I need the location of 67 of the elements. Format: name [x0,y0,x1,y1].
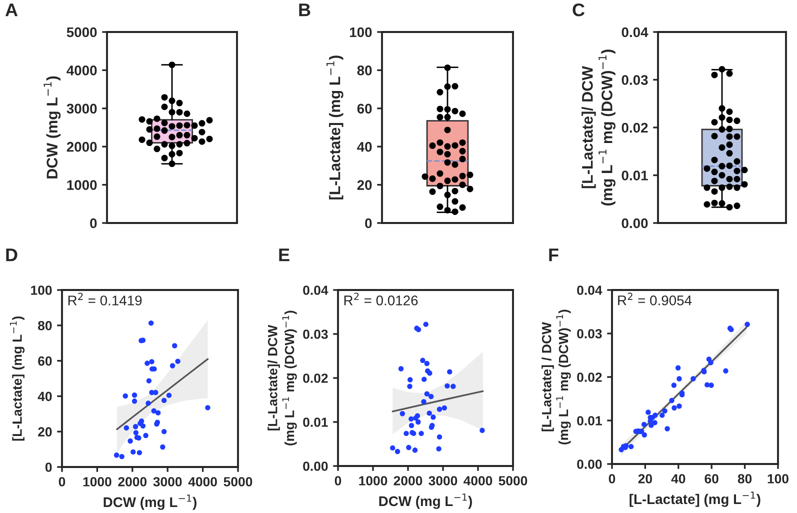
y-axis-title: DCW (mg L$^{−1}$) [44,76,61,178]
y-axis-title: [L-Lactate] (mg L$^{−1}$) [10,316,25,441]
x-tick-label: 60 [704,474,718,484]
y-tick-label: 0.04 [303,286,328,295]
y-tick-label: 80 [357,66,372,76]
x-tick-label: 0 [58,477,66,486]
y-tick-label: 60 [38,356,52,366]
x-tick-label: 0 [334,476,342,486]
x-tick-label: 5000 [498,476,528,486]
annotation: R$^{2}$ = 0.1419 [68,292,142,306]
y-tick-label: 40 [357,142,372,152]
y-tick-label: 0.02 [622,122,648,133]
chart-title: F [549,248,558,262]
x-axis-title: [L-Lactate] (mg L$^{−1}$) [630,492,760,507]
y-tick-label: 4000 [66,66,97,76]
y-tick-label: 0.02 [577,372,602,382]
y-axis-title: [L-Lactate] (mg L$^{−1}$) [326,56,344,200]
y-tick-label: 0.03 [577,329,602,338]
y-tick-label: 0.01 [622,170,648,180]
x-tick-label: 80 [738,474,752,484]
x-tick-label: 3000 [428,476,458,486]
x-tick-label: 5000 [224,477,252,486]
y-axis-title: [L-Lactate] / DCW (mg L$^{−1}$ mg (DCW)$^{−1}$) [542,310,571,444]
y-tick-label: 1000 [67,180,97,190]
y-tick-label: 0.00 [303,462,328,471]
y-tick-label: 0.03 [622,75,648,85]
y-tick-label: 0.01 [577,416,602,426]
y-tick-label: 60 [357,104,372,114]
y-axis-title: [L-Lactate]/ DCW (mg L$^{−1}$ mg (DCW)$^{−1}$) [268,310,297,446]
y-tick-label: 5000 [66,27,97,38]
y-tick-label: 80 [38,320,52,330]
chart-title: B [299,4,310,16]
y-tick-label: 0.00 [577,460,602,469]
y-tick-label: 0.02 [303,374,328,383]
y-tick-label: 0.00 [622,218,648,228]
y-tick-label: 3000 [66,104,97,114]
x-tick-label: 4000 [188,477,217,486]
chart-title: C [572,3,585,16]
annotation: R$^{2}$ = 0.0126 [344,292,418,306]
x-tick-label: 4000 [464,476,492,486]
x-tick-label: 40 [671,474,686,484]
y-tick-label: 20 [38,427,52,437]
y-tick-label: 0 [365,218,372,228]
y-tick-label: 100 [31,286,52,295]
y-tick-label: 2000 [66,142,97,152]
x-tick-label: 2000 [118,477,147,486]
y-axis-title: [L-Lactate]/ DCW (mg L$^{−1}$ mg (DCW)$^{−1}$) [582,50,616,206]
y-tick-label: 20 [357,180,372,190]
y-tick-label: 0.04 [577,286,602,295]
x-tick-label: 1000 [83,477,112,486]
y-tick-label: 0.01 [303,418,328,427]
y-tick-label: 100 [350,27,372,38]
x-tick-label: 0 [608,474,616,484]
x-axis-title: DCW (mg L$^{−1}$) [379,494,472,509]
y-tick-label: 40 [38,392,52,402]
x-tick-label: 3000 [153,477,182,486]
chart-title: E [279,248,290,262]
x-tick-label: 2000 [394,476,422,486]
chart-title: A [5,4,18,16]
y-tick-label: 0 [90,218,97,228]
y-tick-label: 0 [45,462,52,472]
y-tick-label: 0.04 [622,27,648,38]
y-tick-label: 0.03 [303,330,328,339]
chart-title: D [6,248,18,262]
x-axis-title: DCW (mg L$^{−1}$) [104,494,196,510]
x-tick-label: 100 [768,474,788,484]
annotation: R$^{2}$ = 0.9054 [618,292,692,306]
